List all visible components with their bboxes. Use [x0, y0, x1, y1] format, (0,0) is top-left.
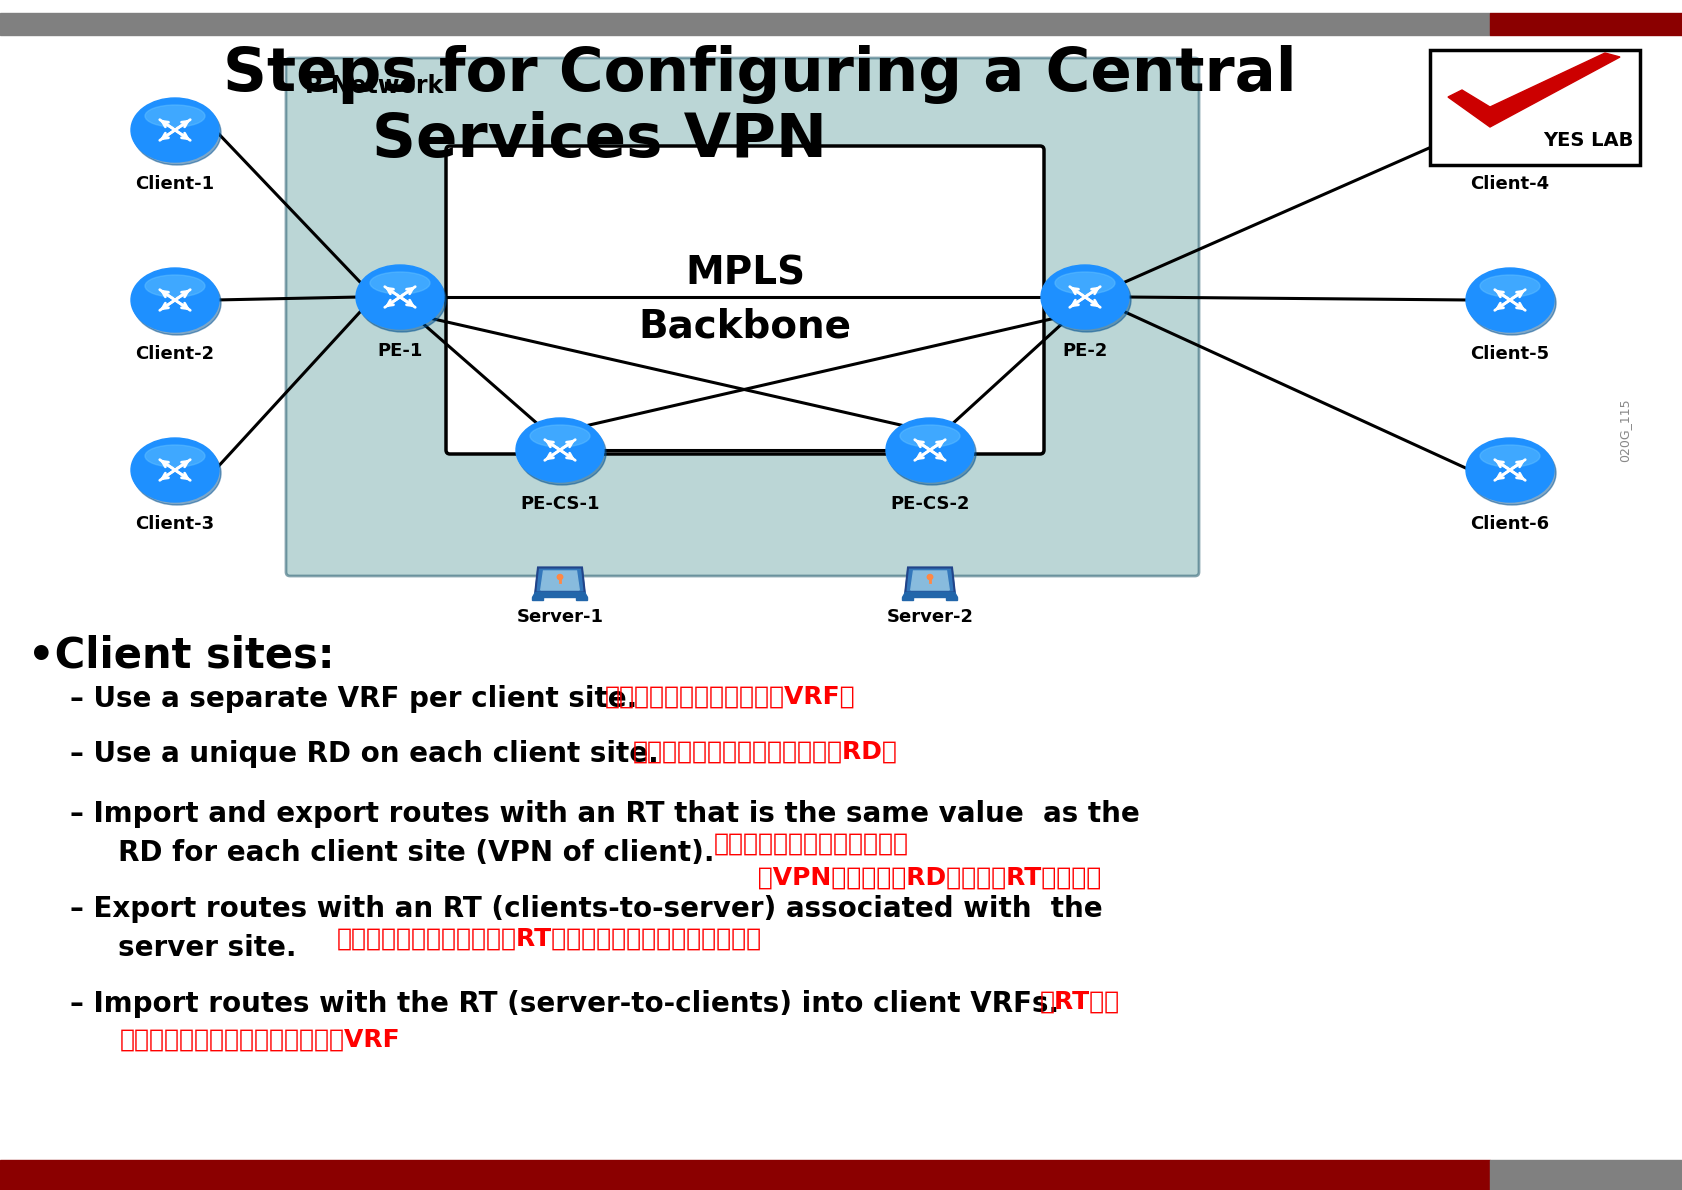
Text: PE-1: PE-1 — [377, 342, 422, 361]
Ellipse shape — [1467, 271, 1556, 336]
Text: YES LAB: YES LAB — [1542, 131, 1632, 150]
Text: 导入和导出与每个客户端站点
     （VPN客户端）的RD值相同的RT的路由。: 导入和导出与每个客户端站点 （VPN客户端）的RD值相同的RT的路由。 — [713, 832, 1100, 889]
Polygon shape — [905, 568, 954, 593]
Text: – Export routes with an RT (clients-to-server) associated with  the
     server : – Export routes with an RT (clients-to-s… — [71, 895, 1102, 962]
Ellipse shape — [1465, 98, 1552, 162]
Ellipse shape — [1465, 268, 1552, 332]
Ellipse shape — [131, 98, 219, 162]
Text: Services VPN: Services VPN — [372, 111, 828, 169]
Polygon shape — [532, 596, 543, 600]
Polygon shape — [910, 571, 949, 590]
Ellipse shape — [1467, 101, 1556, 165]
Ellipse shape — [1055, 273, 1115, 294]
Polygon shape — [905, 568, 954, 593]
Ellipse shape — [530, 425, 590, 447]
Ellipse shape — [888, 421, 976, 486]
Bar — [1430, 50, 1638, 165]
Ellipse shape — [1043, 268, 1130, 332]
Polygon shape — [902, 596, 913, 600]
Text: 020G_115: 020G_115 — [1618, 399, 1630, 462]
Text: •Client sites:: •Client sites: — [29, 635, 335, 677]
Text: Client-4: Client-4 — [1470, 175, 1549, 193]
Text: PE-CS-1: PE-CS-1 — [520, 495, 599, 513]
Polygon shape — [577, 596, 587, 600]
Ellipse shape — [145, 275, 205, 298]
Text: – Use a separate VRF per client site.: – Use a separate VRF per client site. — [71, 685, 637, 713]
Text: Server-1: Server-1 — [516, 608, 604, 626]
Ellipse shape — [370, 273, 429, 294]
Text: PE-CS-2: PE-CS-2 — [890, 495, 969, 513]
Ellipse shape — [131, 438, 219, 502]
Polygon shape — [945, 596, 957, 600]
Ellipse shape — [1478, 105, 1539, 127]
Ellipse shape — [357, 265, 444, 328]
Bar — [0, 1160, 1489, 1190]
Polygon shape — [535, 568, 584, 593]
Polygon shape — [535, 568, 584, 593]
Text: 在每个客户端站点上使用唯一的RD。: 在每个客户端站点上使用唯一的RD。 — [632, 740, 897, 764]
Polygon shape — [902, 593, 957, 597]
Ellipse shape — [1467, 441, 1556, 505]
Ellipse shape — [358, 268, 446, 332]
Text: Client-1: Client-1 — [135, 175, 214, 193]
Bar — [1489, 13, 1682, 35]
Bar — [0, 13, 1489, 35]
Ellipse shape — [131, 268, 219, 332]
Text: – Import and export routes with an RT that is the same value  as the
     RD for: – Import and export routes with an RT th… — [71, 800, 1139, 868]
Ellipse shape — [900, 425, 959, 447]
Ellipse shape — [1478, 445, 1539, 466]
Text: 务器到客户端）的路由引入客户端VRF: 务器到客户端）的路由引入客户端VRF — [119, 1028, 400, 1052]
Text: 每个客户端站点使用单独的VRF。: 每个客户端站点使用单独的VRF。 — [604, 685, 854, 709]
Text: MPLS
Backbone: MPLS Backbone — [637, 255, 851, 345]
Ellipse shape — [516, 418, 604, 482]
Ellipse shape — [557, 575, 562, 580]
Text: PE-2: PE-2 — [1061, 342, 1107, 361]
Ellipse shape — [145, 105, 205, 127]
FancyBboxPatch shape — [286, 58, 1198, 576]
Ellipse shape — [1478, 275, 1539, 298]
Ellipse shape — [133, 441, 220, 505]
Ellipse shape — [1041, 265, 1129, 328]
Ellipse shape — [133, 271, 220, 336]
Text: – Import routes with the RT (server-to-clients) into client VRFs.: – Import routes with the RT (server-to-c… — [71, 990, 1058, 1017]
Text: Client-6: Client-6 — [1470, 515, 1549, 533]
Text: 将RT（服: 将RT（服 — [1039, 990, 1120, 1014]
Bar — [1489, 1160, 1682, 1190]
Polygon shape — [1447, 54, 1620, 127]
Text: Client-3: Client-3 — [135, 515, 214, 533]
Polygon shape — [540, 571, 579, 590]
Ellipse shape — [885, 418, 974, 482]
Ellipse shape — [145, 445, 205, 466]
Text: – Use a unique RD on each client site.: – Use a unique RD on each client site. — [71, 740, 658, 768]
Text: Client-5: Client-5 — [1470, 345, 1549, 363]
Text: Client-2: Client-2 — [135, 345, 214, 363]
Ellipse shape — [518, 421, 606, 486]
FancyBboxPatch shape — [446, 146, 1043, 455]
Text: P-Network: P-Network — [304, 74, 444, 98]
Text: Steps for Configuring a Central: Steps for Configuring a Central — [224, 45, 1297, 105]
Polygon shape — [532, 593, 587, 597]
Ellipse shape — [927, 575, 932, 580]
Text: 使用与服务器站点相关联的RT（客户端到服务器）导出路由。: 使用与服务器站点相关联的RT（客户端到服务器）导出路由。 — [336, 927, 762, 951]
Ellipse shape — [133, 101, 220, 165]
Text: Server-2: Server-2 — [886, 608, 972, 626]
Ellipse shape — [1465, 438, 1552, 502]
